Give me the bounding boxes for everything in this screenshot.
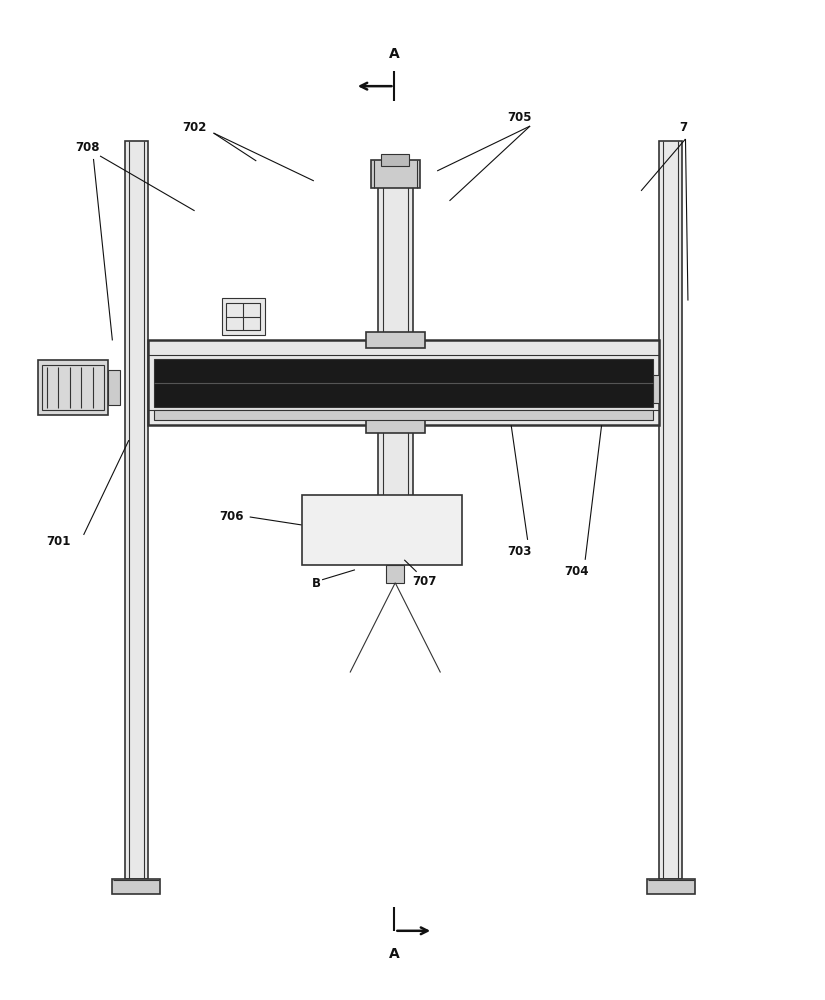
Bar xyxy=(112,879,160,894)
Text: 7: 7 xyxy=(680,121,688,134)
Bar xyxy=(39,360,108,415)
Bar xyxy=(125,141,148,879)
Bar xyxy=(378,186,412,340)
Bar xyxy=(651,375,659,403)
Text: B: B xyxy=(312,577,321,590)
Bar xyxy=(365,417,425,433)
Text: 701: 701 xyxy=(46,535,71,548)
Bar xyxy=(365,332,425,348)
Bar xyxy=(378,425,412,497)
Text: 708: 708 xyxy=(75,141,100,154)
Bar xyxy=(386,565,404,583)
Bar xyxy=(226,303,261,330)
Text: 706: 706 xyxy=(219,510,243,523)
Bar xyxy=(647,879,695,894)
Bar xyxy=(108,370,120,405)
Bar xyxy=(370,160,420,188)
Text: 702: 702 xyxy=(182,121,206,134)
Bar xyxy=(148,340,659,425)
Text: 703: 703 xyxy=(507,545,531,558)
Bar xyxy=(154,359,653,407)
Bar xyxy=(381,154,409,166)
Text: A: A xyxy=(389,47,400,61)
Bar xyxy=(222,298,265,335)
Bar xyxy=(301,495,462,565)
Text: A: A xyxy=(389,947,400,961)
Text: 705: 705 xyxy=(507,111,531,124)
Bar xyxy=(659,141,682,879)
Bar xyxy=(43,365,104,410)
Text: 707: 707 xyxy=(412,575,437,588)
Text: 704: 704 xyxy=(564,565,589,578)
Bar xyxy=(154,410,653,420)
